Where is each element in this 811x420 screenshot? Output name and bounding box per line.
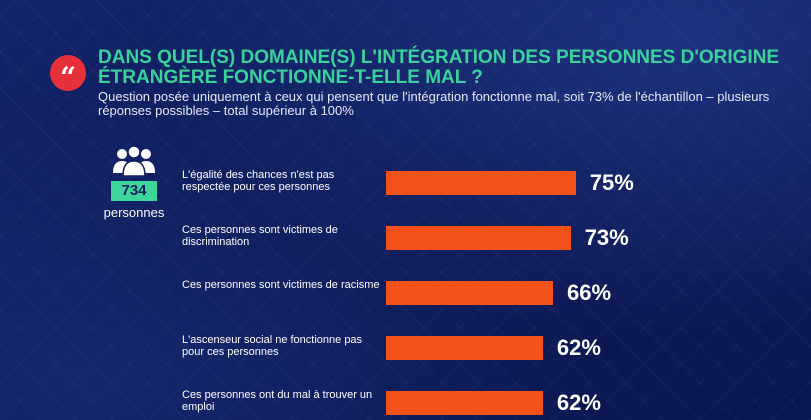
sample-label: personnes xyxy=(103,205,165,220)
value-label: 62% xyxy=(556,335,601,360)
value-label: 75% xyxy=(589,170,634,195)
people-group-icon xyxy=(113,145,155,177)
category-label: L'égalité des chances n'est pas respecté… xyxy=(182,169,335,193)
bar xyxy=(386,281,553,305)
bar xyxy=(386,171,576,195)
quote-icon: “ xyxy=(50,55,86,92)
value-label: 66% xyxy=(566,280,612,305)
category-label: Ces personnes sont victimes de racisme xyxy=(182,279,380,291)
sample-info: 734 personnes xyxy=(92,145,176,220)
chart-title: DANS QUEL(S) DOMAINE(S) L'INTÉGRATION DE… xyxy=(98,47,780,88)
category-label: Ces personnes sont victimes de discrimin… xyxy=(182,224,338,248)
chart-subtitle: Question posée uniquement à ceux qui pen… xyxy=(98,89,770,118)
sample-count: 734 xyxy=(111,181,157,201)
bar xyxy=(386,391,543,415)
category-label: Ces personnes ont du mal à trouver un em… xyxy=(182,389,373,413)
bar xyxy=(386,336,543,360)
value-label: 73% xyxy=(584,225,629,250)
value-label: 62% xyxy=(556,390,601,415)
bar xyxy=(386,226,571,250)
category-label: L'ascenseur social ne fonctionne pas pou… xyxy=(182,334,363,358)
